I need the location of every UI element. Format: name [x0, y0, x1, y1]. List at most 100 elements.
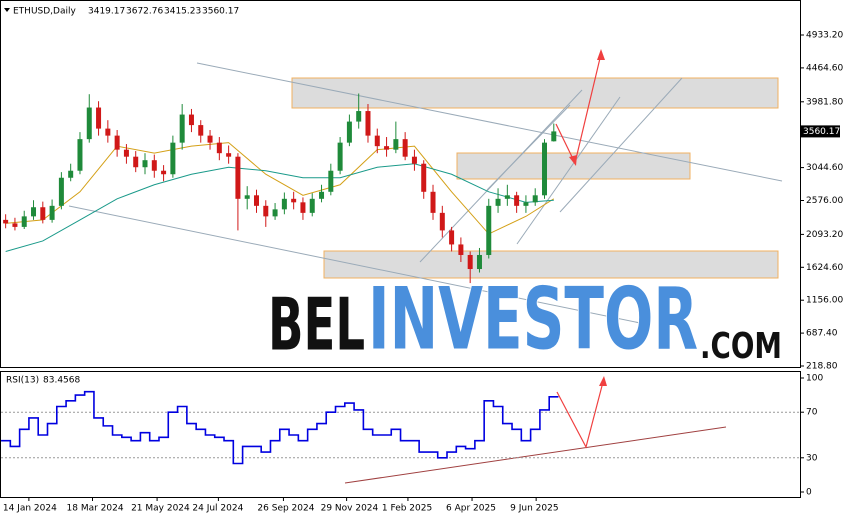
rsi-panel	[0, 371, 801, 498]
candle-body	[133, 156, 139, 168]
y-tick-label: 3044.60	[806, 163, 843, 173]
x-tick-label: 18 Mar 2024	[67, 504, 124, 514]
watermark-part: INVESTOR	[368, 269, 698, 369]
candle-body	[161, 170, 167, 175]
x-tick-label: 9 Jun 2025	[510, 504, 558, 514]
candle-body	[542, 142, 548, 196]
candle-body	[449, 230, 455, 245]
candle-body	[411, 156, 417, 164]
candle-body	[207, 135, 213, 143]
candle-body	[58, 177, 64, 206]
candle-body	[49, 205, 55, 220]
candle-body	[226, 153, 232, 157]
y-tick-label: 30	[806, 453, 818, 463]
y-tick-label: 2093.20	[806, 230, 843, 240]
watermark-part: BEL	[268, 283, 365, 367]
x-tick-label: 14 Jan 2024	[3, 504, 57, 514]
candle-body	[291, 198, 297, 203]
y-tick-label: 687.40	[806, 329, 838, 339]
candle-body	[476, 254, 482, 270]
candle-body	[114, 135, 120, 150]
y-tick-label: 100	[806, 374, 823, 384]
candle-body	[374, 135, 380, 147]
candle-body	[328, 170, 334, 192]
candle-body	[244, 195, 250, 199]
moving-average	[5, 163, 554, 252]
ohlc-close: 3560.17	[202, 7, 239, 17]
channel-line	[559, 77, 683, 213]
candle-body	[439, 212, 445, 231]
candle-body	[170, 142, 176, 175]
zone	[291, 77, 779, 109]
candle-body	[188, 114, 194, 126]
candle-body	[216, 142, 222, 154]
candle-body	[309, 198, 315, 213]
y-tick-label: 2576.00	[806, 196, 843, 206]
candle-body	[235, 156, 241, 199]
candle-body	[458, 244, 464, 255]
y-tick-label: 70	[806, 408, 818, 418]
candle-body	[514, 195, 520, 206]
candle-body	[96, 107, 102, 129]
candle-body	[346, 121, 352, 143]
moving-average	[5, 142, 555, 235]
candle-body	[123, 149, 129, 157]
y-tick-label: 4933.20	[806, 31, 843, 41]
x-tick-label: 6 Apr 2025	[446, 504, 496, 514]
candle-body	[253, 195, 259, 206]
candle-body	[393, 139, 399, 150]
y-tick-label: 1624.60	[806, 263, 843, 273]
rsi-value: 83.4568	[43, 376, 80, 386]
watermark-part: .COM	[700, 326, 782, 367]
channel-line	[68, 205, 651, 326]
watermark: BEL INVESTOR .COM	[267, 268, 783, 370]
candle-body	[281, 198, 287, 210]
candle-body	[12, 223, 18, 227]
channel-line	[516, 96, 621, 245]
candle-body	[31, 207, 37, 217]
symbol: ETHUSD,Daily	[13, 7, 76, 17]
candle-body	[356, 111, 362, 122]
x-tick-label: 1 Feb 2025	[382, 504, 432, 514]
candle-body	[300, 202, 306, 213]
y-tick-label: 3981.80	[806, 97, 843, 107]
arrow-head	[569, 155, 577, 166]
ohlc-open: 3419.17	[88, 7, 125, 17]
trend-line	[344, 426, 727, 484]
price-tag-label: 3560.17	[803, 127, 840, 137]
candle-body	[151, 160, 157, 171]
plot	[1, 93, 800, 465]
candle-body	[495, 198, 501, 206]
y-tick-label: 1156.00	[806, 296, 843, 306]
candle-body	[523, 202, 529, 206]
candle-body	[142, 160, 148, 168]
candle-body	[384, 146, 390, 150]
candle-body	[504, 195, 510, 199]
header: ETHUSD,Daily 3419.17 3672.76 3415.23 356…	[4, 7, 239, 386]
candle-body	[105, 128, 111, 136]
candle-body	[263, 205, 269, 217]
candle-body	[467, 254, 473, 270]
candle-body	[179, 114, 185, 143]
arrow-head	[599, 376, 607, 386]
candle-body	[272, 209, 278, 217]
ohlc-high: 3672.76	[126, 7, 163, 17]
rsi-title: RSI(13)	[6, 376, 39, 386]
candle-body	[68, 170, 74, 178]
price-panel	[0, 0, 801, 368]
rsi-line	[1, 390, 559, 465]
y-tick-label: 4464.60	[806, 63, 843, 73]
y-tick-label: 218.80	[806, 362, 838, 372]
candle-body	[337, 142, 343, 171]
candle-body	[319, 191, 325, 199]
candle-body	[402, 139, 408, 157]
candle-body	[532, 195, 538, 203]
arrow	[556, 381, 604, 449]
y-tick-label: 0	[806, 488, 812, 498]
candle-body	[421, 163, 427, 192]
candle-body	[21, 216, 27, 227]
candle-body	[551, 131, 557, 142]
arrow-head	[597, 49, 605, 60]
x-tick-label: 26 Sep 2024	[257, 504, 314, 514]
